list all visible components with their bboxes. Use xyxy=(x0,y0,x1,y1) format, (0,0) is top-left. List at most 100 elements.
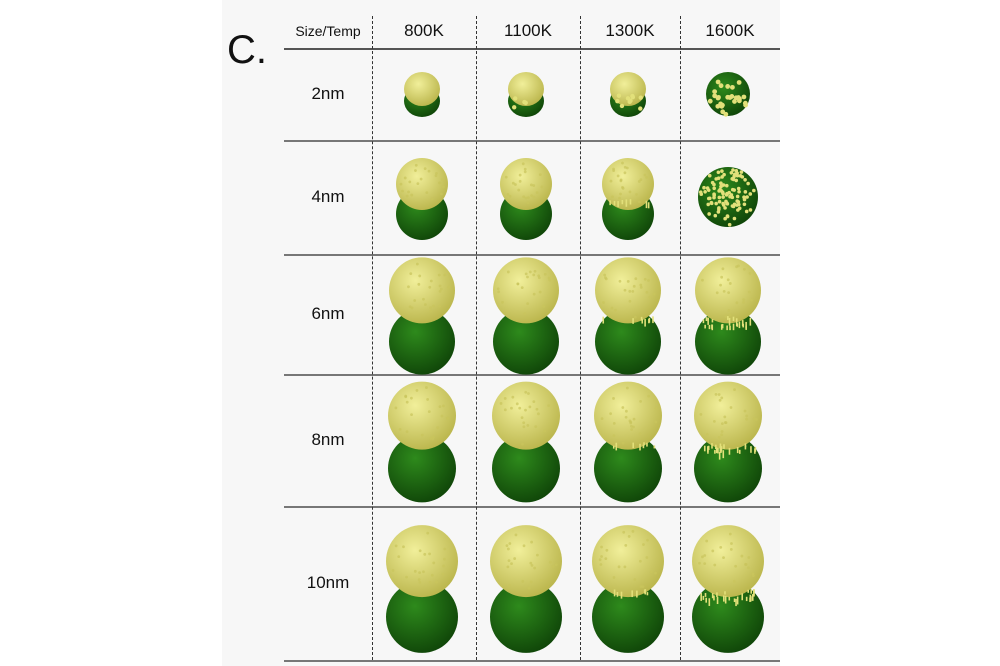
atom-texture xyxy=(701,278,704,282)
atom-speck xyxy=(723,595,725,602)
green-phase xyxy=(592,580,664,653)
green-phase xyxy=(386,580,458,653)
atom-texture xyxy=(410,193,414,197)
atom-speck xyxy=(735,173,740,178)
atom-texture xyxy=(524,390,528,394)
atom-texture xyxy=(526,196,530,200)
atom-texture xyxy=(623,171,627,175)
atom-texture xyxy=(641,585,645,589)
atom-texture xyxy=(429,309,433,313)
atom-speck xyxy=(731,177,736,182)
atom-texture xyxy=(418,549,422,553)
atom-texture xyxy=(442,404,445,408)
atom-texture xyxy=(529,561,533,565)
atom-speck xyxy=(730,204,735,208)
yellow-phase xyxy=(493,257,559,324)
atom-speck xyxy=(715,447,718,454)
yellow-phase xyxy=(592,525,664,598)
atom-texture xyxy=(624,543,628,547)
atom-texture xyxy=(628,299,632,303)
atom-speck xyxy=(728,318,731,326)
atom-texture xyxy=(742,267,746,271)
atom-speck xyxy=(707,318,709,325)
atom-texture xyxy=(526,275,529,279)
atom-speck xyxy=(719,184,723,189)
atom-speck xyxy=(738,449,741,454)
atom-texture xyxy=(520,286,524,290)
header-temp-1100k: 1100K xyxy=(504,21,552,40)
atom-speck xyxy=(746,181,750,186)
atom-texture xyxy=(506,565,510,569)
atom-speck xyxy=(753,589,755,597)
atom-speck xyxy=(621,199,624,205)
row-divider xyxy=(284,254,780,256)
atom-texture xyxy=(547,276,551,280)
yellow-phase xyxy=(492,381,560,450)
atom-texture xyxy=(518,179,522,183)
atom-texture xyxy=(618,279,622,283)
atom-texture xyxy=(514,533,518,537)
row-divider xyxy=(284,374,780,376)
atom-texture xyxy=(740,554,744,558)
atom-texture xyxy=(612,397,615,400)
atom-speck xyxy=(730,187,735,192)
particle-cell xyxy=(580,254,680,375)
atom-speck xyxy=(703,190,707,194)
atom-speck xyxy=(711,443,713,449)
atom-texture xyxy=(413,569,417,573)
atom-texture xyxy=(637,180,641,183)
atom-texture xyxy=(621,186,625,190)
atom-texture xyxy=(508,542,512,545)
atom-texture xyxy=(639,285,643,289)
atom-texture xyxy=(645,556,649,559)
atom-speck xyxy=(727,190,731,195)
yellow-phase xyxy=(404,72,440,106)
atom-speck xyxy=(724,591,726,595)
atom-texture xyxy=(751,572,755,576)
atom-texture xyxy=(418,571,421,575)
atom-texture xyxy=(654,571,657,575)
atom-texture xyxy=(632,425,635,429)
atom-texture xyxy=(720,275,724,279)
atom-speck xyxy=(632,318,634,324)
particle-cell xyxy=(372,140,476,254)
atom-texture xyxy=(633,315,637,319)
atom-speck xyxy=(743,177,747,182)
atom-texture xyxy=(735,265,739,269)
atom-speck xyxy=(720,324,723,330)
atom-speck xyxy=(640,316,643,321)
atom-speck xyxy=(729,170,734,175)
nanoparticle-image xyxy=(610,72,646,117)
atom-texture xyxy=(513,557,517,560)
atom-texture xyxy=(720,430,724,433)
atom-speck xyxy=(714,450,716,454)
atom-texture xyxy=(654,406,658,410)
atom-texture xyxy=(548,560,552,564)
atom-texture xyxy=(432,304,435,308)
atom-texture xyxy=(427,410,431,413)
atom-speck xyxy=(707,445,710,451)
atom-texture xyxy=(426,531,430,535)
atom-texture xyxy=(727,291,731,295)
atom-texture xyxy=(526,302,530,306)
atom-speck xyxy=(641,318,644,324)
particle-cell xyxy=(580,374,680,506)
atom-speck xyxy=(715,103,721,109)
atom-speck xyxy=(625,96,631,101)
atom-speck xyxy=(707,98,713,104)
atom-speck xyxy=(733,95,739,101)
nanoparticle-image xyxy=(592,525,664,653)
atom-speck xyxy=(731,168,735,172)
atom-texture xyxy=(712,419,716,423)
atom-texture xyxy=(440,414,444,418)
atom-texture xyxy=(398,427,402,431)
atom-speck xyxy=(644,589,647,595)
column-divider xyxy=(372,16,373,660)
atom-texture xyxy=(600,545,603,549)
atom-texture xyxy=(414,163,418,167)
atom-texture xyxy=(634,277,638,281)
atom-texture xyxy=(532,184,536,187)
atom-speck xyxy=(738,321,741,329)
atom-speck xyxy=(638,95,643,100)
atom-speck xyxy=(743,190,748,194)
